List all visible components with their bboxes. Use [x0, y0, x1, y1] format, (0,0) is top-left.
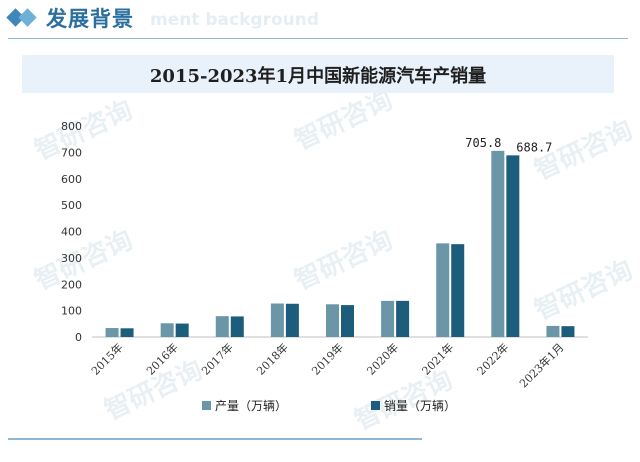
bar — [120, 328, 134, 337]
x-tick-label: 2023年1月 — [516, 340, 566, 390]
y-tick-label: 800 — [61, 120, 82, 133]
bar — [160, 323, 174, 337]
legend-swatch — [202, 401, 211, 410]
bar — [561, 326, 575, 337]
y-tick-label: 400 — [61, 226, 82, 239]
data-label: 705.8 — [465, 136, 501, 150]
data-label: 688.7 — [516, 140, 552, 154]
bar — [546, 325, 560, 337]
bar — [215, 316, 229, 337]
bar — [506, 155, 520, 337]
section-title: 发展背景 — [46, 7, 134, 31]
x-tick-label: 2020年 — [364, 340, 401, 377]
bar — [326, 304, 339, 337]
bar — [105, 328, 119, 337]
x-tick-label: 2019年 — [309, 340, 346, 377]
bar — [451, 244, 465, 337]
y-tick-label: 300 — [61, 252, 82, 265]
watermark-text: 智研咨询 — [290, 224, 397, 296]
header-divider — [8, 38, 628, 39]
legend-label: 产量（万辆） — [215, 399, 287, 413]
bar — [396, 300, 410, 337]
legend-label: 销量（万辆） — [384, 399, 456, 413]
bar — [436, 243, 450, 337]
y-tick-label: 700 — [61, 146, 82, 159]
y-tick-label: 200 — [61, 278, 82, 291]
section-header: 发展背景 ment background — [0, 0, 640, 40]
watermark-text: 智研咨询 — [30, 94, 137, 166]
bar — [175, 323, 189, 337]
x-tick-label: 2017年 — [198, 340, 235, 377]
x-tick-label: 2022年 — [474, 340, 511, 377]
y-tick-label: 500 — [61, 199, 82, 212]
watermark-text: 智研咨询 — [290, 84, 397, 156]
chart-title: 2015-2023年1月中国新能源汽车产销量 — [149, 66, 487, 87]
bar — [230, 316, 244, 337]
chart-title-band: 2015-2023年1月中国新能源汽车产销量 — [22, 55, 614, 93]
bar — [285, 303, 299, 337]
x-tick-label: 2018年 — [254, 340, 291, 377]
section-title-watermark: ment background — [150, 10, 320, 30]
watermark-text: 智研咨询 — [30, 224, 137, 296]
footer-divider — [8, 438, 422, 440]
y-tick-label: 0 — [75, 331, 82, 344]
watermark-text: 智研咨询 — [530, 254, 637, 326]
bar — [270, 303, 284, 337]
y-tick-label: 600 — [61, 173, 82, 186]
legend-swatch — [371, 401, 380, 410]
y-tick-label: 100 — [61, 305, 82, 318]
bar — [381, 300, 395, 337]
bar — [341, 305, 354, 337]
bar — [491, 150, 505, 337]
x-tick-label: 2015年 — [88, 340, 125, 377]
